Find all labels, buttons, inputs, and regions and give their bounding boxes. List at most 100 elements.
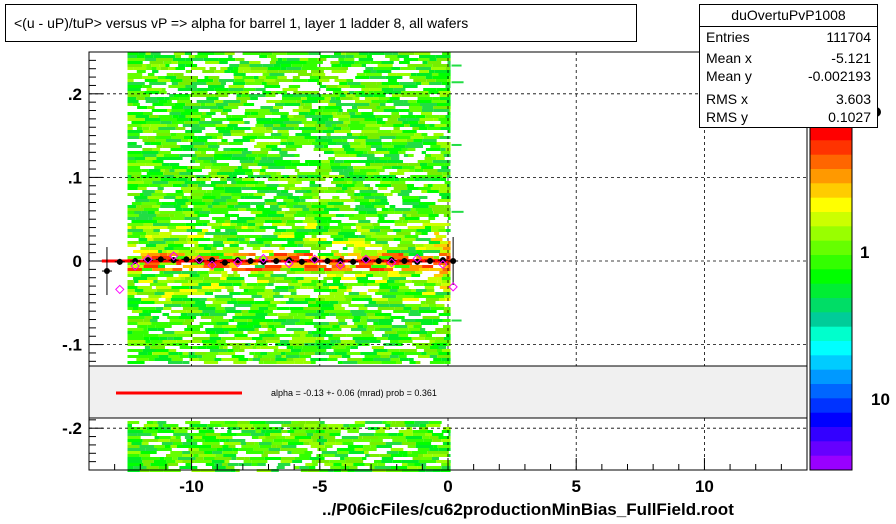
heatmap-cell bbox=[286, 229, 297, 232]
heatmap-cell bbox=[191, 157, 198, 160]
heatmap-cell bbox=[273, 64, 281, 67]
heatmap-cell bbox=[127, 286, 138, 289]
heatmap-cell bbox=[304, 124, 315, 127]
heatmap-cell bbox=[411, 331, 428, 334]
heatmap-cell bbox=[390, 157, 400, 160]
heatmap-cell bbox=[150, 463, 168, 466]
heatmap-cell bbox=[211, 181, 227, 184]
heatmap-cell bbox=[177, 178, 188, 181]
stats-key: Entries bbox=[706, 29, 750, 45]
heatmap-cell bbox=[380, 199, 388, 202]
heatmap-cell bbox=[348, 304, 365, 307]
heatmap-cell bbox=[163, 196, 176, 199]
heatmap-cell bbox=[282, 88, 298, 91]
heatmap-cell bbox=[297, 175, 307, 178]
heatmap-cell bbox=[401, 94, 417, 97]
heatmap-cell bbox=[389, 151, 399, 154]
heatmap-cell bbox=[144, 142, 151, 145]
heatmap-cell bbox=[373, 226, 391, 229]
heatmap-cell bbox=[147, 136, 156, 139]
heatmap-cell bbox=[176, 133, 195, 136]
heatmap-cell bbox=[290, 268, 305, 271]
heatmap-cell bbox=[313, 211, 329, 214]
heatmap-cell bbox=[305, 115, 322, 118]
heatmap-cell bbox=[331, 64, 342, 67]
heatmap-cell bbox=[315, 169, 332, 172]
heatmap-cell bbox=[360, 193, 371, 196]
heatmap-cell bbox=[180, 313, 188, 316]
heatmap-cell bbox=[178, 250, 196, 253]
heatmap-cell bbox=[254, 442, 259, 445]
heatmap-cell bbox=[320, 307, 335, 310]
heatmap-cell bbox=[384, 268, 394, 271]
heatmap-cell bbox=[310, 109, 318, 112]
heatmap-cell bbox=[273, 349, 278, 352]
heatmap-cell bbox=[182, 265, 199, 268]
heatmap-cell bbox=[312, 118, 329, 121]
heatmap-cell bbox=[169, 319, 185, 322]
heatmap-cell bbox=[268, 307, 277, 310]
heatmap-cell bbox=[273, 106, 283, 109]
heatmap-cell bbox=[422, 142, 437, 145]
heatmap-cell bbox=[378, 256, 392, 259]
heatmap-cell bbox=[425, 64, 433, 67]
heatmap-cell bbox=[175, 196, 182, 199]
heatmap-cell bbox=[434, 340, 450, 343]
heatmap-cell bbox=[192, 340, 202, 343]
heatmap-cell bbox=[191, 82, 207, 85]
heatmap-cell bbox=[178, 82, 192, 85]
heatmap-cell bbox=[206, 82, 221, 85]
heatmap-cell bbox=[383, 163, 398, 166]
heatmap-cell bbox=[237, 424, 253, 427]
heatmap-cell bbox=[360, 142, 366, 145]
heatmap-cell bbox=[147, 196, 164, 199]
heatmap-cell bbox=[212, 451, 223, 454]
heatmap-cell bbox=[323, 277, 333, 280]
palette-cell bbox=[810, 183, 852, 199]
heatmap-cell bbox=[186, 169, 202, 172]
heatmap-cell bbox=[240, 91, 250, 94]
heatmap-cell bbox=[333, 304, 342, 307]
heatmap-cell bbox=[147, 211, 155, 214]
heatmap-cell bbox=[141, 124, 151, 127]
heatmap-cell bbox=[142, 85, 152, 88]
heatmap-cell bbox=[221, 139, 228, 142]
heatmap-cell bbox=[228, 445, 236, 448]
palette-cell bbox=[810, 169, 852, 184]
heatmap-cell bbox=[194, 55, 208, 58]
heatmap-cell bbox=[257, 292, 275, 295]
heatmap-cell bbox=[431, 226, 445, 229]
heatmap-cell bbox=[206, 97, 219, 100]
heatmap-cell bbox=[179, 355, 189, 358]
heatmap-cell bbox=[421, 232, 428, 235]
heatmap-cell bbox=[423, 439, 433, 442]
heatmap-cell bbox=[259, 226, 278, 229]
heatmap-cell bbox=[416, 250, 423, 253]
heatmap-cell bbox=[417, 211, 434, 214]
heatmap-cell bbox=[415, 244, 424, 247]
heatmap-cell bbox=[164, 169, 170, 172]
heatmap-cell bbox=[354, 139, 366, 142]
heatmap-cell bbox=[271, 445, 277, 448]
heatmap-cell bbox=[330, 166, 348, 169]
heatmap-cell bbox=[127, 445, 140, 448]
heatmap-cell bbox=[375, 184, 392, 187]
heatmap-cell bbox=[425, 154, 431, 157]
heatmap-cell bbox=[412, 430, 428, 433]
heatmap-cell bbox=[147, 277, 158, 280]
heatmap-cell bbox=[317, 136, 328, 139]
heatmap-cell bbox=[448, 433, 451, 436]
alt-data-point bbox=[438, 259, 448, 270]
heatmap-cell bbox=[345, 52, 359, 55]
heatmap-cell bbox=[359, 133, 364, 136]
heatmap-cell bbox=[127, 226, 132, 229]
heatmap-cell bbox=[131, 226, 136, 229]
heatmap-cell bbox=[448, 64, 451, 67]
heatmap-cell bbox=[407, 451, 412, 454]
alt-data-point bbox=[335, 260, 346, 270]
alt-data-point bbox=[115, 284, 125, 295]
heatmap-cell bbox=[156, 214, 170, 217]
heatmap-cell bbox=[430, 187, 440, 190]
heatmap-cell bbox=[158, 115, 173, 118]
heatmap-cell bbox=[273, 295, 284, 298]
